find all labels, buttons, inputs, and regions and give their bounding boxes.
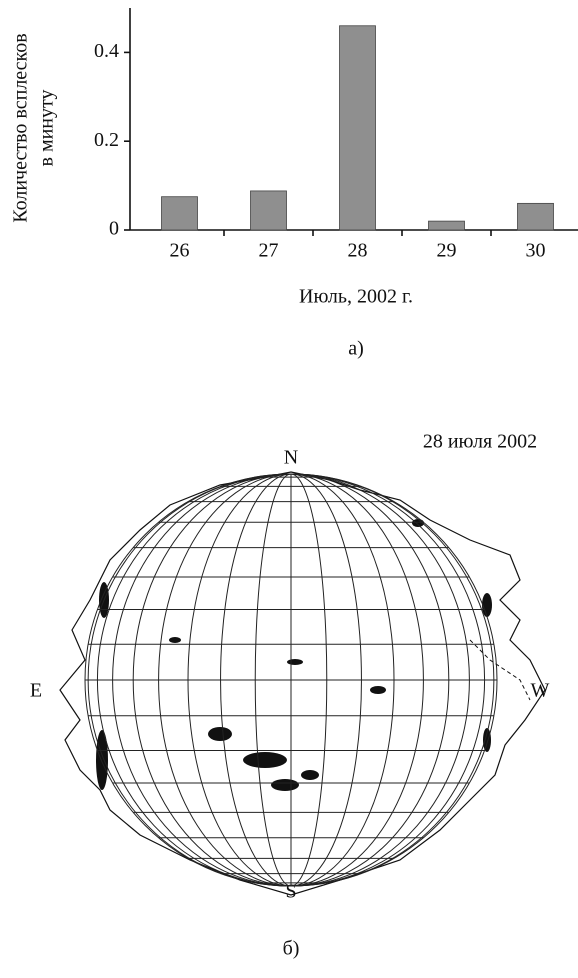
caption: а) (348, 338, 364, 360)
bar (428, 220, 465, 231)
east-label: E (30, 680, 42, 702)
map-title: 28 июля 2002 (423, 431, 537, 453)
north-label: N (284, 447, 298, 469)
x-axis-label: Июль, 2002 г. (299, 286, 413, 308)
bar (250, 190, 287, 231)
west-label: W (531, 680, 550, 702)
solar-map: 28 июля 2002 N S E W б) (30, 431, 550, 960)
y-tick-label: 0.2 (94, 129, 119, 151)
x-tick-label: 30 (526, 240, 546, 262)
south-label: S (285, 881, 296, 903)
y-tick-label: 0 (109, 218, 119, 240)
x-tick-label: 26 (170, 240, 190, 262)
y-tick-label: 0.4 (94, 40, 119, 62)
caption: б) (283, 938, 300, 960)
bar (517, 202, 554, 231)
bar (339, 25, 376, 231)
y-axis-label: в минуту (36, 90, 58, 167)
x-tick-label: 28 (348, 240, 368, 262)
contour-dashed (469, 639, 531, 701)
bar (161, 196, 198, 231)
y-axis-label: Количество всплесков (10, 33, 32, 222)
x-tick-label: 29 (437, 240, 457, 262)
chart-a: Количество всплесков в минуту Июль, 2002… (10, 33, 413, 359)
x-tick-label: 27 (259, 240, 279, 262)
